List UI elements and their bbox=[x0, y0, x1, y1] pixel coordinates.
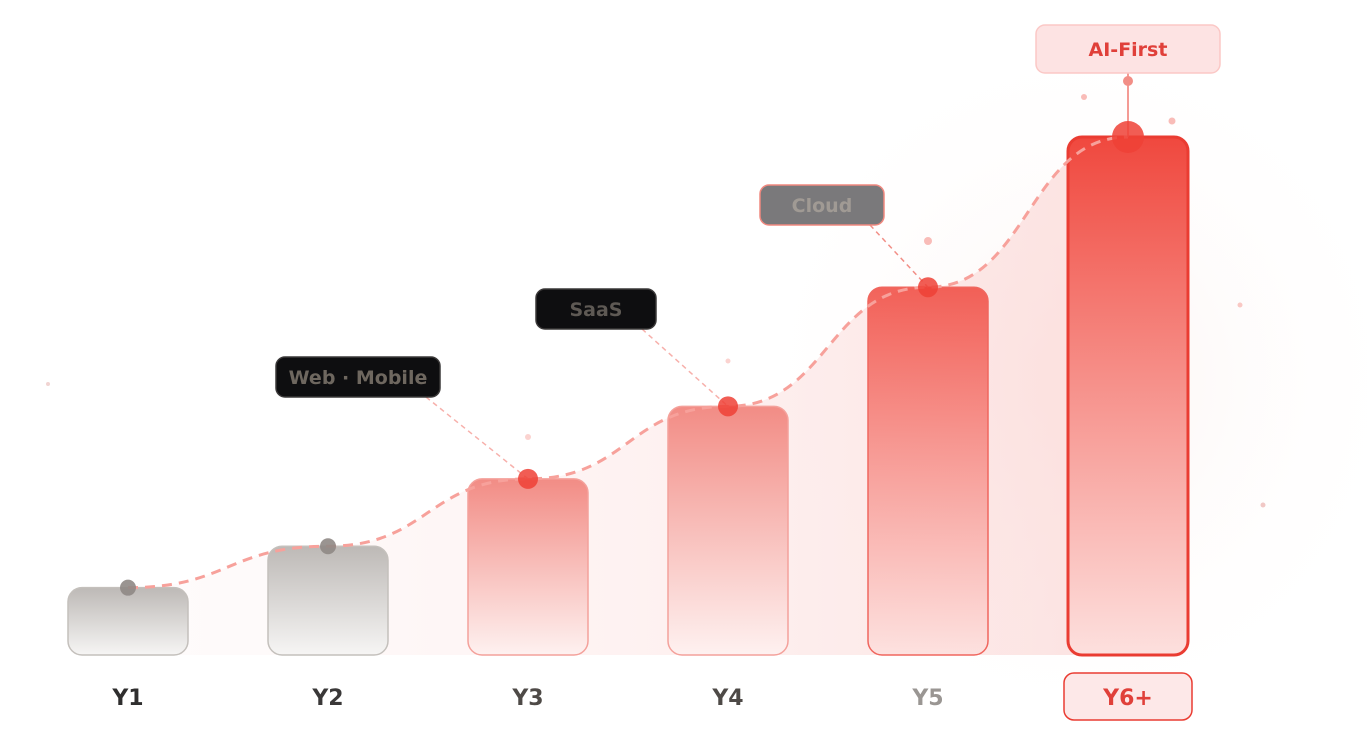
x-tick-label: Y1 bbox=[111, 686, 143, 711]
callout-label: SaaS bbox=[569, 299, 622, 321]
callout-connector bbox=[641, 328, 729, 407]
trend-line bbox=[127, 135, 1129, 590]
callout-label: Cloud bbox=[792, 195, 853, 217]
x-tick-label: Y2 bbox=[311, 686, 343, 711]
dot bbox=[924, 237, 932, 245]
data-point bbox=[718, 396, 738, 417]
bar-y4 bbox=[667, 405, 789, 656]
x-tick-label: Y6+ bbox=[1102, 686, 1153, 711]
x-tick-label: Y4 bbox=[711, 686, 743, 711]
decorative-dots bbox=[46, 94, 1266, 508]
callout-label: AI-First bbox=[1089, 39, 1168, 61]
bar-y5 bbox=[867, 286, 989, 656]
bar-y2 bbox=[267, 545, 389, 656]
callout-box bbox=[759, 184, 885, 226]
data-point bbox=[918, 277, 938, 298]
dot bbox=[46, 382, 50, 386]
bar-y6-plus bbox=[1066, 135, 1190, 657]
bar-y3 bbox=[467, 478, 589, 656]
dot bbox=[1260, 502, 1266, 508]
callout-box bbox=[535, 288, 657, 330]
callout-label: Web · Mobile bbox=[289, 367, 428, 389]
data-point bbox=[120, 579, 136, 596]
dot bbox=[1081, 94, 1087, 100]
data-point bbox=[1112, 121, 1144, 153]
callout-box bbox=[275, 356, 441, 398]
highlight-label-box bbox=[1063, 672, 1193, 721]
data-point bbox=[320, 538, 336, 555]
bar-y1 bbox=[67, 586, 189, 656]
dot bbox=[725, 358, 731, 364]
x-tick-label: Y5 bbox=[911, 686, 943, 711]
data-point bbox=[518, 468, 538, 489]
dot bbox=[525, 434, 531, 440]
dot bbox=[1237, 302, 1243, 308]
callout-box bbox=[1035, 24, 1221, 74]
dot bbox=[1168, 117, 1176, 125]
callout-connector bbox=[425, 396, 529, 480]
x-tick-label: Y3 bbox=[511, 686, 543, 711]
connector-dot bbox=[1123, 76, 1133, 86]
